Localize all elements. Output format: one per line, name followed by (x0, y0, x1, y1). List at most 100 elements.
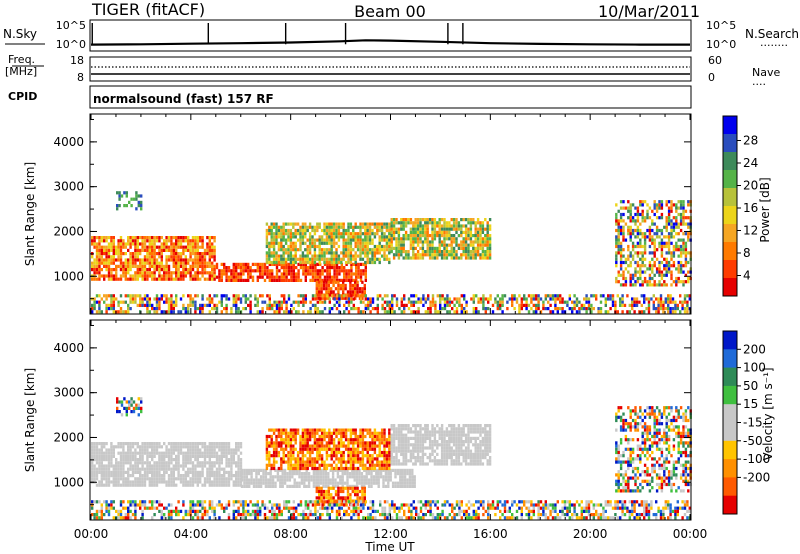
heatmap-cell (659, 297, 663, 301)
heatmap-cell (324, 481, 328, 485)
heatmap-cell (287, 444, 290, 448)
heatmap-cell (615, 251, 618, 255)
heatmap-cell (354, 441, 357, 445)
heatmap-cell (438, 230, 441, 234)
heatmap-cell (194, 294, 197, 298)
heatmap-cell (335, 450, 338, 455)
heatmap-cell (91, 264, 94, 268)
heatmap-cell (313, 232, 317, 236)
heatmap-cell (658, 200, 661, 204)
heatmap-cell (218, 461, 221, 465)
heatmap-cell (184, 271, 187, 275)
heatmap-cell (683, 300, 687, 304)
heatmap-cell (95, 264, 99, 268)
heatmap-cell (134, 300, 137, 304)
heatmap-cell (363, 287, 366, 291)
heatmap-cell (330, 438, 333, 442)
heatmap-cell (479, 240, 482, 244)
heatmap-cell (616, 294, 619, 298)
heatmap-cell (263, 300, 267, 304)
heatmap-cell (318, 428, 321, 432)
heatmap-cell (268, 232, 271, 236)
heatmap-cell (208, 245, 211, 249)
heatmap-cell (409, 218, 413, 222)
heatmap-cell (277, 225, 281, 229)
heatmap-cell (658, 241, 661, 245)
heatmap-cell (211, 255, 214, 259)
heatmap-cell (518, 303, 521, 307)
heatmap-cell (189, 480, 192, 484)
heatmap-cell (95, 294, 99, 298)
heatmap-cell (141, 467, 144, 471)
heatmap-cell (172, 467, 175, 471)
heatmap-cell (273, 310, 276, 314)
heatmap-cell (645, 297, 648, 301)
heatmap-cell (134, 255, 137, 259)
heatmap-cell (451, 307, 454, 311)
heatmap-cell (679, 206, 683, 210)
heatmap-cell (424, 230, 427, 234)
heatmap-cell (667, 206, 671, 210)
heatmap-cell (402, 237, 405, 241)
heatmap-cell (151, 480, 154, 484)
heatmap-cell (366, 228, 369, 233)
heatmap-cell (518, 294, 521, 298)
heatmap-cell (653, 254, 656, 258)
heatmap-cell (179, 442, 183, 446)
heatmap-cell (153, 477, 156, 481)
heatmap-cell (271, 262, 274, 266)
heatmap-cell (170, 242, 173, 246)
heatmap-cell (401, 484, 404, 488)
heatmap-cell (629, 228, 632, 233)
heatmap-cell (287, 248, 290, 252)
heatmap-cell (469, 230, 473, 234)
heatmap-cell (122, 451, 125, 455)
heatmap-cell (416, 256, 420, 260)
heatmap-cell (131, 239, 135, 243)
heatmap-cell (448, 227, 451, 231)
heatmap-cell (460, 256, 463, 260)
heatmap-cell (273, 278, 276, 282)
heatmap-cell (206, 451, 209, 455)
heatmap-cell (366, 447, 369, 451)
heatmap-cell (211, 297, 214, 301)
heatmap-cell (366, 460, 369, 464)
heatmap-cell (165, 300, 168, 304)
heatmap-cell (641, 251, 644, 255)
heatmap-cell (296, 450, 300, 455)
heatmap-cell (237, 474, 240, 478)
heatmap-cell (218, 272, 221, 276)
heatmap-cell (255, 478, 258, 482)
heatmap-cell (220, 262, 223, 266)
heatmap-cell (141, 458, 144, 462)
heatmap-cell (395, 297, 399, 301)
heatmap-cell (457, 246, 461, 250)
heatmap-cell (345, 269, 348, 273)
heatmap-cell (330, 232, 333, 236)
heatmap-cell (375, 481, 378, 485)
heatmap-cell (382, 481, 385, 485)
heatmap-cell (110, 474, 113, 478)
heatmap-cell (335, 447, 338, 451)
heatmap-cell (299, 278, 303, 282)
heatmap-cell (327, 484, 330, 488)
heatmap-cell (218, 300, 221, 304)
heatmap-cell (151, 239, 154, 243)
heatmap-cell (669, 310, 672, 314)
heatmap-cell (172, 477, 175, 481)
heatmap-cell (237, 467, 240, 471)
heatmap-cell (122, 274, 125, 278)
heatmap-cell (332, 244, 336, 249)
heatmap-cell (383, 232, 386, 236)
nsearch-dots: ········ (760, 39, 788, 52)
heatmap-cell (306, 441, 309, 445)
heatmap-cell (118, 194, 121, 198)
heatmap-cell (535, 297, 538, 301)
heatmap-cell (129, 239, 132, 243)
heatmap-cell (663, 225, 666, 229)
heatmap-cell (268, 244, 271, 249)
heatmap-cell (624, 222, 628, 226)
heatmap-cell (280, 238, 283, 242)
heatmap-cell (117, 264, 120, 268)
heatmap-cell (397, 221, 401, 225)
